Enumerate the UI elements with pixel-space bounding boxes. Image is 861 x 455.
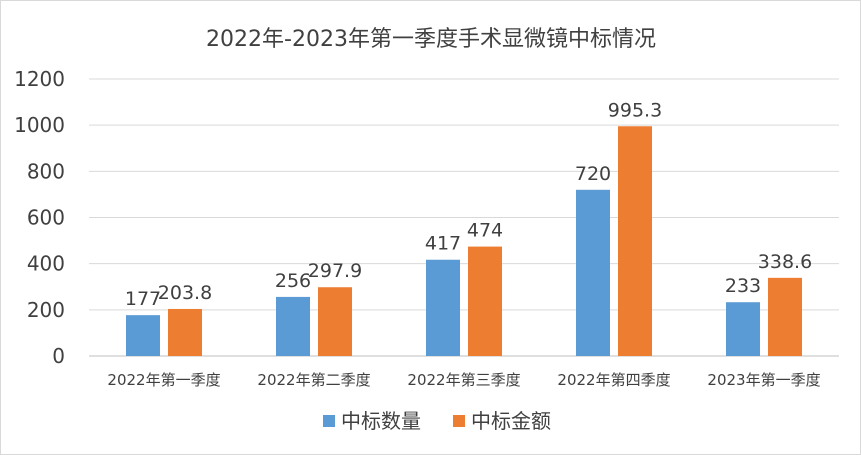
- y-tick-label: 1200: [14, 67, 65, 91]
- bar-count: [276, 296, 310, 356]
- chart-title: 2022年-2023年第一季度手术显微镜中标情况: [206, 27, 656, 52]
- bar-amount: [318, 287, 352, 356]
- y-tick-label: 800: [27, 159, 65, 183]
- legend: 中标数量 中标金额: [323, 409, 551, 433]
- bar-amount: [618, 126, 652, 356]
- y-tick-label: 0: [52, 344, 65, 368]
- bar-amount: [768, 277, 802, 356]
- data-label: 338.6: [758, 251, 812, 273]
- bar-count: [576, 189, 610, 356]
- data-label: 233: [725, 275, 761, 297]
- bar-count: [726, 302, 760, 356]
- data-label: 995.3: [608, 99, 662, 121]
- legend-label: 中标数量: [341, 409, 421, 433]
- legend-swatch: [323, 415, 335, 427]
- data-label: 417: [425, 233, 461, 255]
- x-tick-label: 2022年第一季度: [107, 371, 220, 389]
- x-axis-categories: 2022年第一季度 2022年第二季度 2022年第三季度 2022年第四季度 2023…: [107, 371, 820, 389]
- legend-label: 中标金额: [471, 409, 551, 433]
- data-label: 297.9: [308, 260, 362, 282]
- y-tick-label: 400: [27, 252, 65, 276]
- y-axis-ticks: 0 200 400 600 800 1000 1200: [14, 67, 65, 368]
- data-label: 474: [467, 220, 503, 242]
- bar-count: [426, 259, 460, 356]
- gridlines: [89, 78, 839, 357]
- bar-count: [126, 315, 160, 356]
- bars: [126, 126, 802, 356]
- x-tick-label: 2022年第二季度: [257, 371, 370, 389]
- data-label: 177: [125, 288, 161, 310]
- x-tick-label: 2022年第三季度: [407, 371, 520, 389]
- data-label: 256: [275, 270, 311, 292]
- x-tick-label: 2022年第四季度: [557, 371, 670, 389]
- y-tick-label: 600: [27, 206, 65, 230]
- bar-amount: [468, 246, 502, 356]
- x-tick-label: 2023年第一季度: [707, 371, 820, 389]
- data-label: 720: [575, 163, 611, 185]
- y-tick-label: 200: [27, 298, 65, 322]
- legend-swatch: [453, 415, 465, 427]
- bar-amount: [168, 308, 202, 356]
- data-label: 203.8: [158, 282, 212, 304]
- y-tick-label: 1000: [14, 113, 65, 137]
